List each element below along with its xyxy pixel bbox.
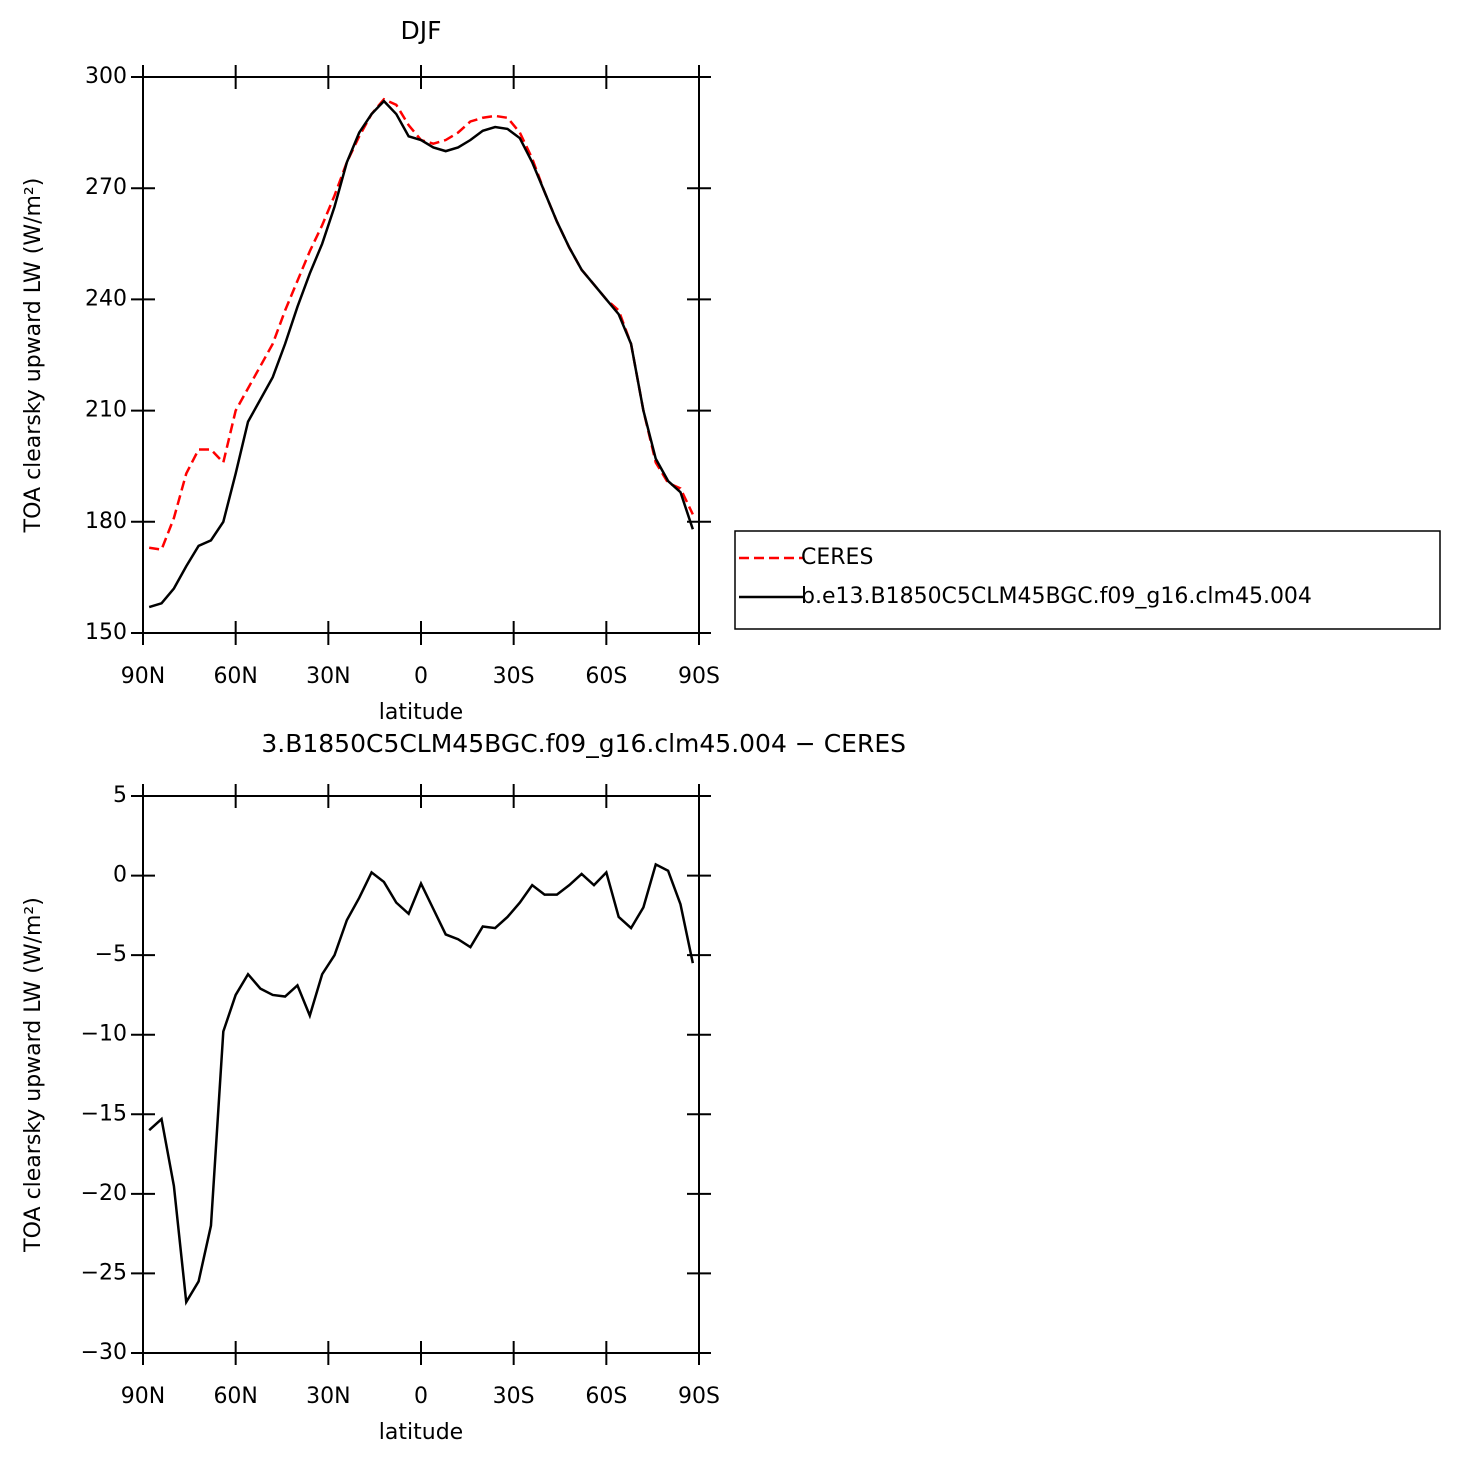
y-tick-label: 150	[85, 620, 127, 645]
y-tick-label: −25	[81, 1260, 127, 1285]
x-tick-label: 90S	[678, 664, 720, 689]
legend-label: b.e13.B1850C5CLM45BGC.f09_g16.clm45.004	[801, 584, 1312, 609]
x-tick-label: 30N	[306, 1384, 350, 1409]
y-tick-label: 5	[113, 783, 127, 808]
y-axis-label: TOA clearsky upward LW (W/m²)	[21, 178, 46, 534]
x-tick-label: 90S	[678, 1384, 720, 1409]
x-tick-label: 90N	[121, 664, 165, 689]
chart-title: 3.B1850C5CLM45BGC.f09_g16.clm45.004 − CE…	[261, 729, 906, 758]
y-tick-label: 180	[85, 509, 127, 534]
y-tick-label: −15	[81, 1101, 127, 1126]
y-tick-label: 300	[85, 64, 127, 89]
x-tick-label: 60S	[585, 664, 627, 689]
y-tick-label: −10	[81, 1022, 127, 1047]
x-tick-label: 60S	[585, 1384, 627, 1409]
x-tick-label: 60N	[213, 1384, 257, 1409]
y-tick-label: −20	[81, 1181, 127, 1206]
x-tick-label: 90N	[121, 1384, 165, 1409]
x-tick-label: 30N	[306, 664, 350, 689]
x-tick-label: 60N	[213, 664, 257, 689]
legend-box	[734, 530, 1441, 630]
x-tick-label: 30S	[493, 664, 535, 689]
y-tick-label: −5	[95, 942, 127, 967]
x-tick-label: 0	[414, 664, 428, 689]
data-line	[148, 97, 694, 551]
legend-label: CERES	[801, 545, 873, 570]
y-tick-label: 240	[85, 286, 127, 311]
plot-frame	[142, 76, 700, 634]
x-axis-label: latitude	[379, 700, 463, 725]
x-tick-label: 0	[414, 1384, 428, 1409]
y-axis-label: TOA clearsky upward LW (W/m²)	[21, 897, 46, 1253]
y-tick-label: 0	[113, 863, 127, 888]
data-line	[148, 99, 695, 609]
plot-frame	[142, 795, 700, 1354]
y-tick-label: 210	[85, 398, 127, 423]
x-axis-label: latitude	[379, 1420, 463, 1445]
x-tick-label: 30S	[493, 1384, 535, 1409]
chart-title: DJF	[400, 16, 441, 45]
y-tick-label: 270	[85, 175, 127, 200]
y-tick-label: −30	[81, 1340, 127, 1365]
data-line	[148, 862, 695, 1306]
